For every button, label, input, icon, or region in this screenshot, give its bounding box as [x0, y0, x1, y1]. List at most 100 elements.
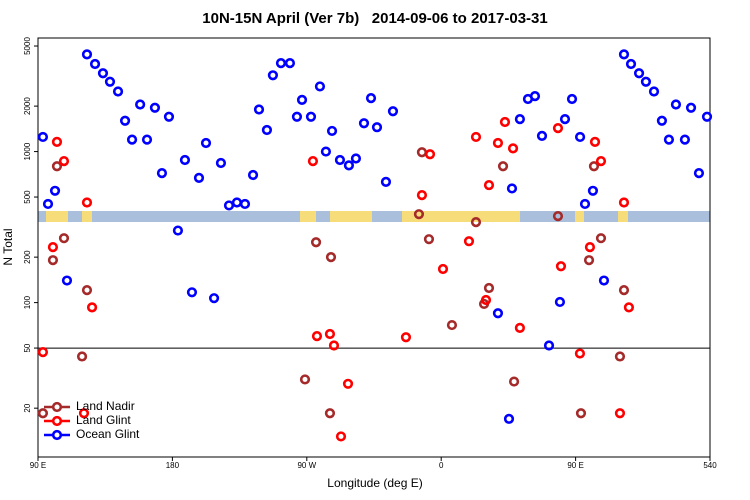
point	[470, 131, 482, 143]
point	[51, 161, 63, 172]
map-land	[300, 211, 316, 222]
point	[76, 351, 88, 362]
point	[598, 275, 610, 286]
map-land	[618, 211, 628, 222]
point	[58, 233, 70, 244]
point	[172, 225, 184, 236]
map-strip	[38, 211, 710, 222]
y-tick-label: 500	[23, 190, 32, 204]
point	[552, 210, 564, 222]
point	[701, 111, 713, 122]
point	[574, 131, 586, 143]
point	[58, 155, 70, 167]
point	[200, 137, 212, 149]
point	[552, 123, 564, 134]
point	[506, 183, 518, 194]
point	[575, 408, 587, 419]
legend-label: Land Glint	[76, 413, 131, 427]
point	[640, 76, 652, 87]
point	[400, 332, 412, 343]
point	[483, 179, 495, 191]
point	[49, 185, 61, 196]
point	[89, 58, 101, 70]
point	[380, 176, 392, 187]
point	[325, 252, 337, 263]
point	[497, 161, 509, 172]
point	[424, 149, 436, 160]
point	[514, 114, 525, 125]
point	[261, 124, 273, 136]
point	[47, 242, 59, 253]
point	[343, 160, 355, 171]
point	[223, 200, 235, 211]
point	[247, 169, 259, 181]
point	[81, 197, 93, 208]
point	[670, 99, 682, 110]
point	[42, 198, 54, 210]
map-land	[575, 211, 584, 222]
point	[365, 92, 377, 104]
point	[446, 319, 458, 331]
point	[112, 86, 124, 97]
point	[104, 76, 116, 87]
point	[61, 275, 73, 286]
point	[614, 351, 626, 362]
point	[215, 157, 227, 169]
legend-marker	[51, 429, 63, 441]
point	[483, 282, 495, 294]
point	[78, 408, 90, 419]
point	[470, 217, 482, 228]
point	[656, 115, 668, 126]
point	[350, 153, 362, 164]
point	[324, 328, 336, 340]
point	[663, 134, 675, 145]
point	[437, 263, 449, 275]
point	[51, 136, 63, 147]
point	[514, 322, 525, 334]
point	[163, 111, 175, 122]
legend-marker	[51, 401, 63, 413]
point	[179, 154, 191, 166]
point	[186, 287, 198, 298]
point	[320, 146, 332, 157]
point	[492, 137, 504, 149]
point	[334, 154, 346, 166]
point	[81, 285, 93, 296]
point	[358, 118, 370, 129]
point	[387, 106, 399, 117]
map-land	[82, 211, 92, 222]
point	[231, 197, 243, 208]
point	[86, 302, 98, 313]
point	[311, 331, 323, 342]
point	[371, 122, 383, 133]
y-tick-label: 5000	[23, 37, 32, 55]
point	[633, 68, 645, 79]
point	[587, 185, 599, 196]
point	[559, 114, 571, 125]
y-tick-label: 2000	[23, 97, 32, 115]
point	[267, 70, 279, 81]
point	[314, 81, 326, 92]
point	[416, 147, 428, 158]
plot-frame	[37, 37, 711, 458]
point	[508, 376, 520, 387]
point	[299, 374, 311, 385]
x-tick-label: 90 E	[567, 461, 583, 470]
point	[291, 111, 303, 122]
legend-marker	[51, 415, 63, 427]
point	[126, 134, 138, 145]
point	[305, 111, 317, 122]
point	[618, 49, 630, 60]
legend-label: Ocean Glint	[76, 427, 140, 441]
x-tick-label: 90 E	[30, 461, 46, 470]
x-tick-label: 180	[166, 461, 180, 470]
point	[693, 168, 705, 179]
y-tick-label: 200	[23, 250, 32, 264]
point	[208, 293, 220, 304]
point	[326, 125, 338, 137]
x-axis-label: Longitude (deg E)	[327, 476, 422, 490]
legend-label: Land Nadir	[76, 399, 135, 413]
point	[623, 302, 635, 313]
series-1	[37, 116, 635, 442]
